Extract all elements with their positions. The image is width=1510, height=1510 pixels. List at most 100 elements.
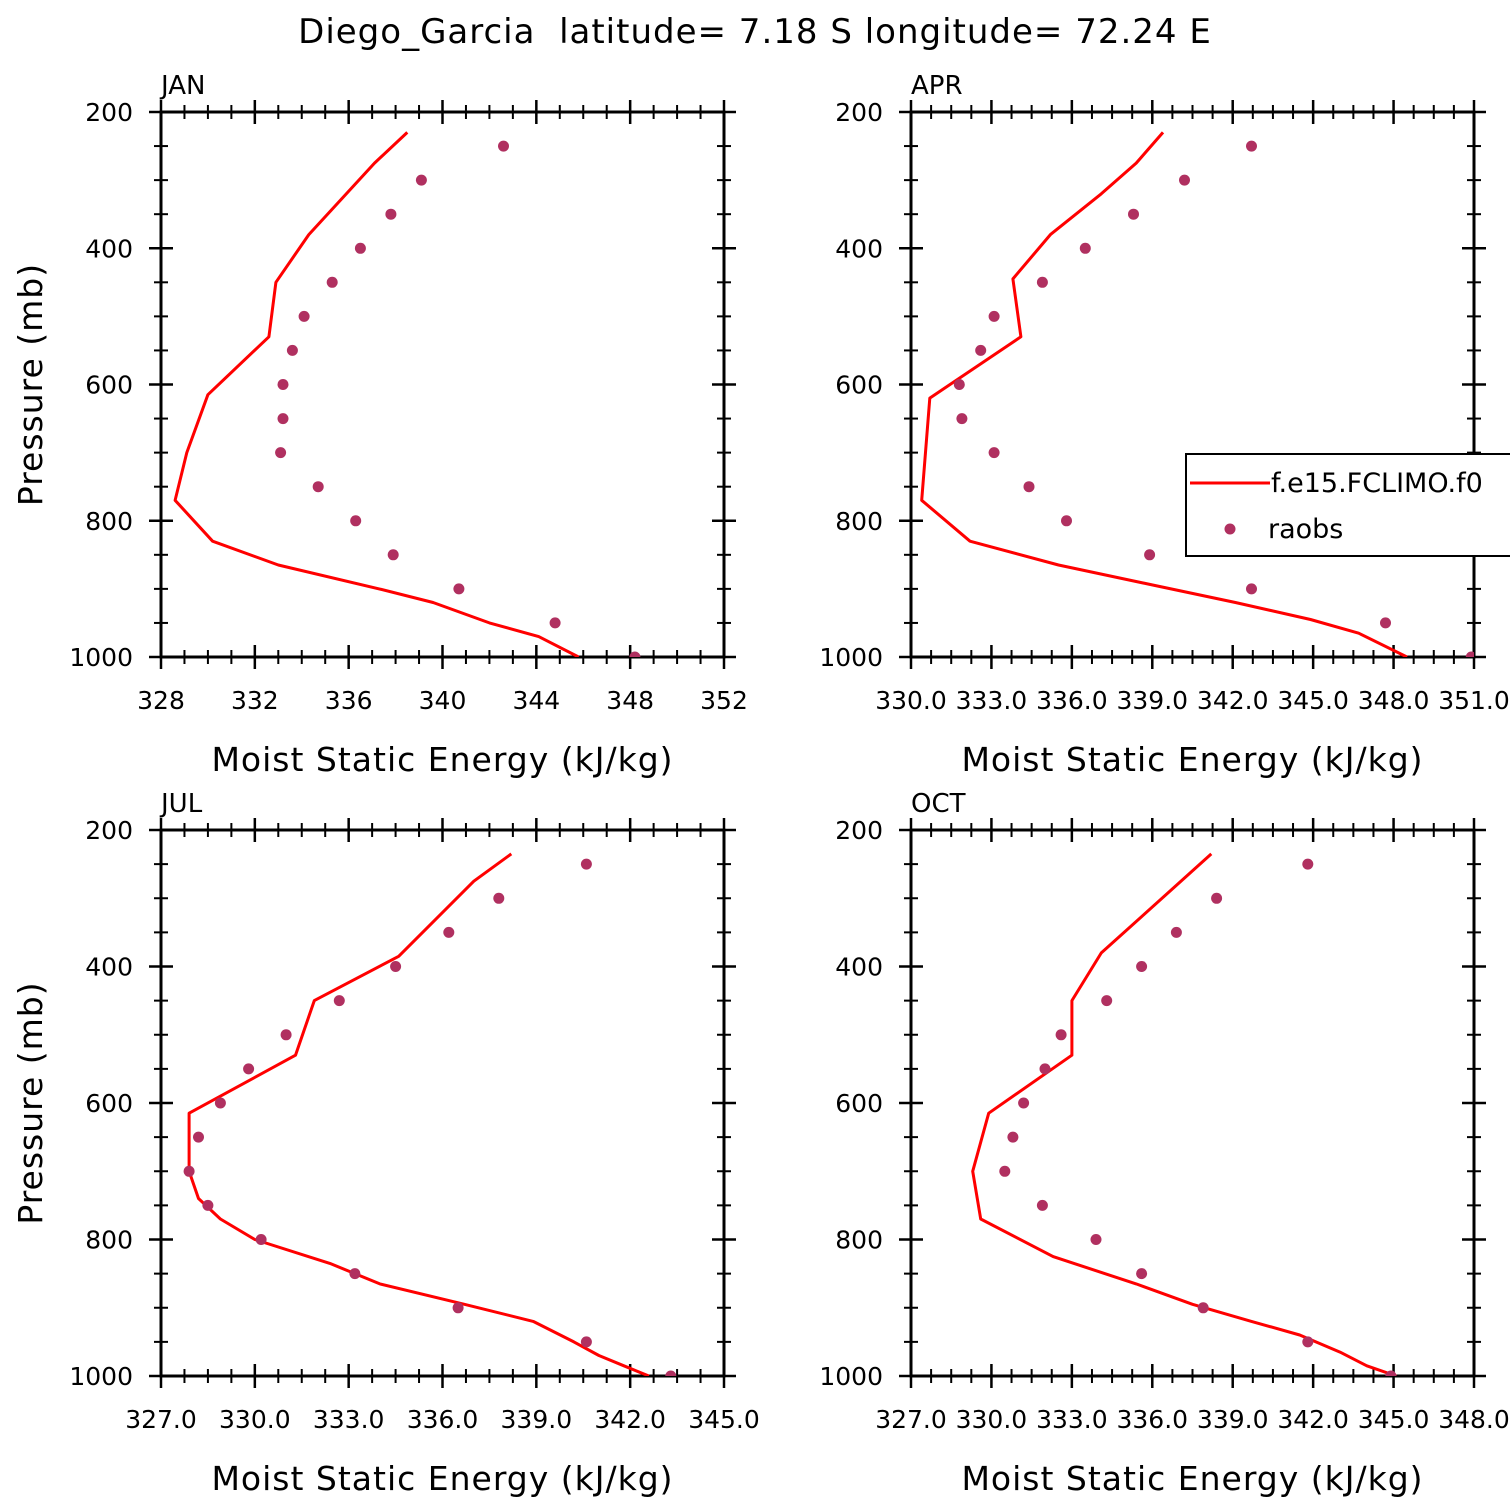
x-tick-label: 348.0 <box>1438 1405 1510 1434</box>
y-tick-label: 1000 <box>69 643 133 672</box>
y-tick-label: 800 <box>85 1226 133 1255</box>
panel-title: OCT <box>911 789 966 819</box>
x-tick-label: 330.0 <box>219 1405 291 1434</box>
raobs-point <box>629 651 641 657</box>
raobs-point <box>1380 617 1391 629</box>
y-axis-label: Pressure (mb) <box>11 981 50 1224</box>
raobs-point <box>1007 1131 1019 1143</box>
raobs-point <box>183 1165 195 1177</box>
raobs-point <box>953 379 965 390</box>
raobs-point <box>988 447 1000 459</box>
x-tick-label: 342.0 <box>594 1405 666 1434</box>
raobs-point <box>387 549 399 561</box>
raobs-point <box>999 1165 1011 1177</box>
x-tick-label: 342.0 <box>1197 686 1269 715</box>
raobs-point <box>350 515 362 527</box>
y-axis-label: Pressure (mb) <box>11 263 50 506</box>
panel-title: APR <box>911 71 963 101</box>
raobs-point <box>298 310 310 322</box>
y-tick-label: 200 <box>85 98 133 127</box>
y-tick-label: 400 <box>85 953 133 982</box>
x-axis-label: Moist Static Energy (kJ/kg) <box>211 740 673 779</box>
raobs-point <box>354 242 366 254</box>
x-tick-label: 340 <box>419 686 467 715</box>
raobs-point <box>333 995 345 1007</box>
y-tick-label: 400 <box>835 234 883 263</box>
data-layer <box>173 131 641 657</box>
x-tick-label: 336 <box>325 686 373 715</box>
raobs-point <box>1136 1268 1148 1280</box>
data-layer <box>971 852 1397 1376</box>
x-tick-label: 348 <box>606 686 654 715</box>
raobs-point <box>385 208 397 220</box>
x-tick-label: 332 <box>231 686 279 715</box>
x-tick-label: 327.0 <box>125 1405 197 1434</box>
x-tick-label: 328 <box>137 686 185 715</box>
plot-frame <box>909 828 1476 1378</box>
raobs-point <box>1144 549 1156 561</box>
y-tick-label: 600 <box>835 371 883 400</box>
legend-point-swatch <box>1224 523 1236 535</box>
raobs-point <box>975 344 987 356</box>
x-tick-label: 333.0 <box>1036 1405 1108 1434</box>
raobs-point <box>390 961 402 972</box>
x-tick-label: 345.0 <box>1358 1405 1430 1434</box>
y-tick-label: 1000 <box>69 1362 133 1391</box>
raobs-point <box>580 1336 592 1348</box>
raobs-point <box>1023 481 1035 493</box>
raobs-point <box>453 583 465 595</box>
x-tick-label: 348.0 <box>1358 686 1430 715</box>
raobs-point <box>1036 276 1048 288</box>
raobs-point <box>349 1268 361 1280</box>
panel-oct: OCT 327.0 330.0 333.0 336.0 339.0 342.0 345.0 34… <box>819 789 1509 1498</box>
x-tick-label: 336.0 <box>1036 686 1108 715</box>
x-axis-label: Moist Static Energy (kJ/kg) <box>961 740 1423 779</box>
y-tick-label: 400 <box>85 234 133 263</box>
raobs-point <box>1101 995 1113 1007</box>
x-tick-label: 330.0 <box>956 1405 1028 1434</box>
y-tick-label: 1000 <box>819 643 883 672</box>
raobs-point <box>280 1029 292 1041</box>
raobs-point <box>1385 1370 1397 1376</box>
raobs-point <box>549 617 561 629</box>
panel-title: JAN <box>159 71 205 101</box>
x-tick-label: 339.0 <box>501 1405 573 1434</box>
raobs-point <box>956 413 968 425</box>
raobs-point <box>312 481 324 493</box>
raobs-point <box>443 926 455 938</box>
x-axis-label: Moist Static Energy (kJ/kg) <box>211 1459 673 1498</box>
raobs-point <box>1055 1029 1067 1041</box>
x-tick-label: 345.0 <box>1277 686 1349 715</box>
plot-frame <box>909 110 1476 659</box>
legend: f.e15.FCLIMO.f0 raobs <box>1185 453 1510 557</box>
y-tick-label: 1000 <box>819 1362 883 1391</box>
raobs-point <box>1465 651 1474 657</box>
raobs-point <box>493 892 505 904</box>
y-tick-label: 400 <box>835 953 883 982</box>
raobs-point <box>1061 515 1072 527</box>
raobs-point <box>326 276 338 288</box>
model-profile-line <box>920 131 1408 657</box>
raobs-point <box>1128 208 1139 220</box>
raobs-point <box>202 1199 214 1211</box>
raobs-point <box>1211 892 1223 904</box>
raobs-point <box>415 174 427 186</box>
x-tick-label: 352 <box>700 686 748 715</box>
y-tick-label: 600 <box>85 371 133 400</box>
x-tick-label: 342.0 <box>1277 1405 1349 1434</box>
x-tick-label: 351.0 <box>1438 686 1510 715</box>
raobs-point <box>214 1097 226 1109</box>
raobs-point <box>277 413 289 425</box>
page-title: Diego_Garcia latitude= 7.18 S longitude=… <box>298 12 1212 52</box>
raobs-point <box>665 1370 677 1376</box>
model-profile-line <box>187 852 650 1376</box>
raobs-point <box>1302 1336 1314 1348</box>
raobs-point <box>193 1131 204 1143</box>
raobs-point <box>1079 242 1091 254</box>
raobs-point <box>1197 1302 1209 1314</box>
y-tick-label: 200 <box>85 816 133 845</box>
x-axis-label: Moist Static Energy (kJ/kg) <box>961 1459 1423 1498</box>
panel-apr: APR 330.0 333.0 336.0 339.0 342.0 345.0 348.0 35… <box>819 71 1510 779</box>
x-tick-label: 344 <box>512 686 560 715</box>
